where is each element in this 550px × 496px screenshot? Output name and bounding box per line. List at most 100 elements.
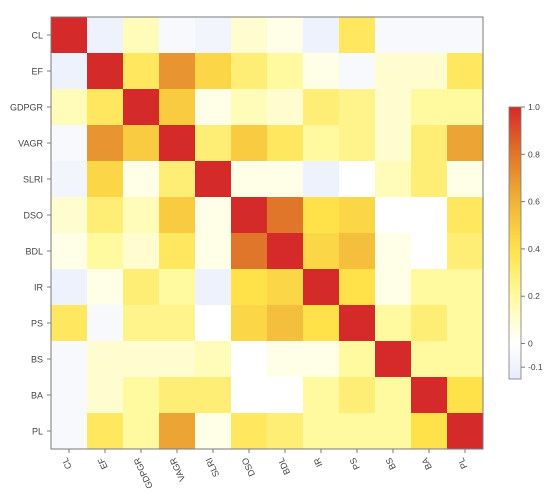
- heatmap-cell-VAGR-SLRI: [195, 125, 232, 162]
- heatmap-cell-VAGR-PS: [339, 125, 376, 162]
- heatmap-cell-GDPGR-PS: [339, 89, 376, 126]
- heatmap-cell-IR-BA: [411, 269, 448, 306]
- y-tick-label-IR: IR: [34, 283, 44, 293]
- heatmap-cell-PS-EF: [87, 305, 124, 342]
- heatmap-cell-BDL-DSO: [231, 233, 268, 270]
- heatmap-cell-SLRI-PS: [339, 161, 376, 198]
- heatmap-cell-PL-GDPGR: [123, 413, 160, 450]
- heatmap-cell-DSO-BA: [411, 197, 448, 234]
- heatmap-cell-PL-VAGR: [159, 413, 196, 450]
- heatmap-cell-BDL-BA: [411, 233, 448, 270]
- x-tick-label-BA: BA: [420, 456, 434, 471]
- heatmap-cell-DSO-IR: [303, 197, 340, 234]
- heatmap-cell-BA-EF: [87, 377, 124, 414]
- heatmap-cell-CL-VAGR: [159, 17, 196, 54]
- heatmap-cell-GDPGR-VAGR: [159, 89, 196, 126]
- y-axis-tick-labels: CL EF GDPGR VAGR SLRI DSO BDL IR PS BS BA PL: [10, 31, 51, 437]
- heatmap-cell-IR-BS: [375, 269, 412, 306]
- heatmap-cell-BS-PL: [447, 341, 484, 378]
- x-tick-label-BDL: BDL: [276, 456, 292, 476]
- heatmap-cell-BS-GDPGR: [123, 341, 160, 378]
- y-tick-label-EF: EF: [31, 67, 43, 77]
- heatmap-cell-CL-BS: [375, 17, 412, 54]
- heatmap-cell-PL-IR: [303, 413, 340, 450]
- heatmap-cell-IR-GDPGR: [123, 269, 160, 306]
- heatmap-cell-SLRI-EF: [87, 161, 124, 198]
- colorbar-gradient: [508, 106, 522, 380]
- heatmap-cell-PS-BS: [375, 305, 412, 342]
- x-tick-label-GDPGR: GDPGR: [132, 456, 155, 491]
- heatmap-cell-BDL-BS: [375, 233, 412, 270]
- heatmap-cell-CL-SLRI: [195, 17, 232, 54]
- heatmap-cell-IR-PS: [339, 269, 376, 306]
- heatmap-cell-PL-PS: [339, 413, 376, 450]
- heatmap-cell-SLRI-GDPGR: [123, 161, 160, 198]
- heatmap-cell-GDPGR-CL: [51, 89, 88, 126]
- heatmap-cell-PS-PL: [447, 305, 484, 342]
- heatmap-cell-BA-BDL: [267, 377, 304, 414]
- heatmap-cell-GDPGR-PL: [447, 89, 484, 126]
- heatmap-cell-EF-GDPGR: [123, 53, 160, 90]
- heatmap-cell-CL-CL: [51, 17, 88, 54]
- heatmap-cell-VAGR-EF: [87, 125, 124, 162]
- heatmap-cell-PL-BDL: [267, 413, 304, 450]
- heatmap-cell-VAGR-CL: [51, 125, 88, 162]
- x-axis-tick-labels: CL EF GDPGR VAGR SLRI DSO BDL IR PS BS BA PL: [60, 449, 469, 491]
- heatmap-cell-GDPGR-IR: [303, 89, 340, 126]
- plot-frame: [50, 16, 484, 450]
- heatmap-cell-EF-BA: [411, 53, 448, 90]
- heatmap-cell-BA-PL: [447, 377, 484, 414]
- heatmap-cell-DSO-GDPGR: [123, 197, 160, 234]
- heatmap-cell-VAGR-DSO: [231, 125, 268, 162]
- heatmap-cell-IR-VAGR: [159, 269, 196, 306]
- heatmap-cell-CL-PL: [447, 17, 484, 54]
- heatmap-cell-CL-EF: [87, 17, 124, 54]
- y-tick-label-SLRI: SLRI: [23, 175, 43, 185]
- heatmap-cell-EF-DSO: [231, 53, 268, 90]
- x-tick-label-VAGR: VAGR: [168, 456, 188, 483]
- heatmap-cell-PS-IR: [303, 305, 340, 342]
- x-tick-label-EF: EF: [96, 456, 110, 471]
- heatmap-cell-BA-DSO: [231, 377, 268, 414]
- heatmap-cell-GDPGR-DSO: [231, 89, 268, 126]
- heatmap-cell-SLRI-IR: [303, 161, 340, 198]
- heatmap-cell-PS-BDL: [267, 305, 304, 342]
- heatmap-cell-GDPGR-BA: [411, 89, 448, 126]
- heatmap-cell-GDPGR-BDL: [267, 89, 304, 126]
- heatmap-cell-BS-BS: [375, 341, 412, 378]
- heatmap-cell-SLRI-DSO: [231, 161, 268, 198]
- heatmap-cell-IR-PL: [447, 269, 484, 306]
- heatmap-cell-BS-VAGR: [159, 341, 196, 378]
- y-tick-label-GDPGR: GDPGR: [10, 103, 44, 113]
- heatmap-cell-BA-PS: [339, 377, 376, 414]
- heatmap-cell-SLRI-CL: [51, 161, 88, 198]
- y-tick-label-DSO: DSO: [23, 211, 43, 221]
- colorbar-tick-label-5: 0.8: [528, 149, 540, 159]
- heatmap-cell-EF-VAGR: [159, 53, 196, 90]
- y-tick-label-CL: CL: [31, 31, 43, 41]
- heatmap-cells: [51, 17, 484, 450]
- heatmap-cell-BA-BS: [375, 377, 412, 414]
- heatmap-cell-SLRI-PL: [447, 161, 484, 198]
- colorbar-tick-label-0: -0.1: [528, 362, 543, 372]
- heatmap-cell-PS-DSO: [231, 305, 268, 342]
- heatmap-cell-VAGR-BS: [375, 125, 412, 162]
- heatmap-cell-GDPGR-GDPGR: [123, 89, 160, 126]
- heatmap-cell-BS-CL: [51, 341, 88, 378]
- heatmap-cell-DSO-BS: [375, 197, 412, 234]
- heatmap-cell-BS-SLRI: [195, 341, 232, 378]
- colorbar-tick-label-1: 0: [528, 339, 533, 349]
- heatmap-cell-DSO-VAGR: [159, 197, 196, 234]
- heatmap-cell-BDL-SLRI: [195, 233, 232, 270]
- heatmap-cell-PS-VAGR: [159, 305, 196, 342]
- heatmap-cell-BA-GDPGR: [123, 377, 160, 414]
- heatmap-cell-PL-SLRI: [195, 413, 232, 450]
- heatmap-cell-VAGR-BDL: [267, 125, 304, 162]
- heatmap-cell-PS-GDPGR: [123, 305, 160, 342]
- heatmap-cell-EF-EF: [87, 53, 124, 90]
- x-tick-label-BS: BS: [384, 456, 398, 471]
- heatmap-cell-PL-BS: [375, 413, 412, 450]
- heatmap-cell-CL-DSO: [231, 17, 268, 54]
- heatmap-cell-CL-PS: [339, 17, 376, 54]
- heatmap-cell-IR-CL: [51, 269, 88, 306]
